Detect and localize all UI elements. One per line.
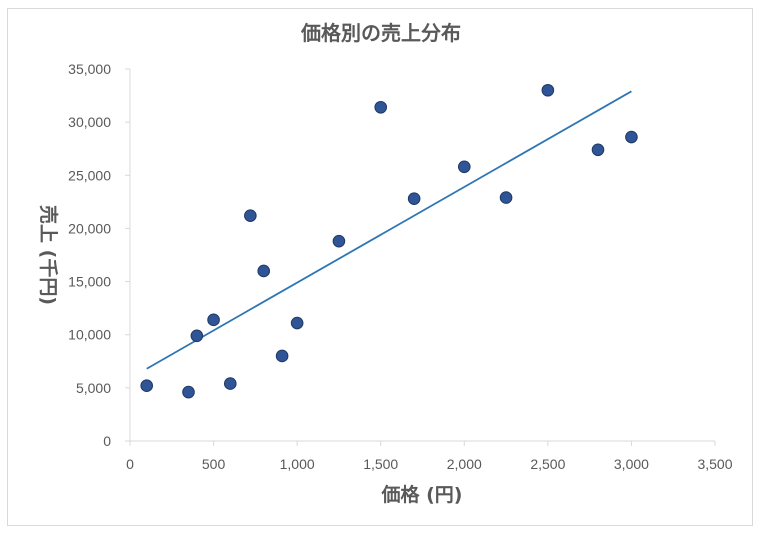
y-tick-label: 15,000 [68, 274, 111, 290]
data-point [190, 329, 204, 343]
data-point [207, 313, 220, 327]
axis-ticks: 0 500 1,000 1,500 2,000 2,500 3,000 3,500 0 5,000… [68, 61, 733, 472]
x-axis-title: 価格 (円) [381, 483, 463, 506]
chart-title: 価格別の売上分布 [300, 21, 461, 45]
data-point [275, 349, 289, 363]
x-tick-label: 1,000 [280, 456, 315, 472]
y-tick-label: 35,000 [68, 61, 111, 77]
y-tick-label: 20,000 [68, 220, 111, 236]
y-tick-label: 25,000 [68, 167, 111, 183]
x-tick-label: 2,500 [530, 456, 565, 472]
data-point [625, 130, 638, 144]
data-point [407, 192, 421, 205]
x-tick-label: 3,500 [697, 456, 732, 472]
x-tick-label: 3,000 [614, 456, 649, 472]
data-point [541, 83, 555, 97]
y-tick-label: 0 [103, 433, 111, 449]
data-point [457, 160, 471, 174]
data-point [290, 316, 304, 330]
x-tick-label: 0 [126, 456, 134, 472]
chart-area [7, 8, 753, 526]
data-point [182, 385, 195, 399]
x-tick-label: 1,500 [363, 456, 398, 472]
data-point [140, 379, 154, 393]
data-point [332, 234, 346, 248]
y-axis-title: 売上 (千円) [37, 205, 60, 305]
x-tick-label: 2,000 [447, 456, 482, 472]
y-tick-label: 5,000 [76, 380, 111, 396]
data-point [499, 191, 513, 204]
x-tick-label: 500 [202, 456, 226, 472]
data-point [223, 377, 237, 390]
trendline [146, 90, 632, 370]
data-point [244, 209, 257, 222]
y-tick-label: 30,000 [68, 114, 111, 130]
data-point [374, 100, 388, 114]
data-points [140, 83, 638, 399]
data-point [257, 264, 271, 278]
data-point [591, 143, 605, 157]
y-tick-label: 10,000 [68, 327, 111, 343]
